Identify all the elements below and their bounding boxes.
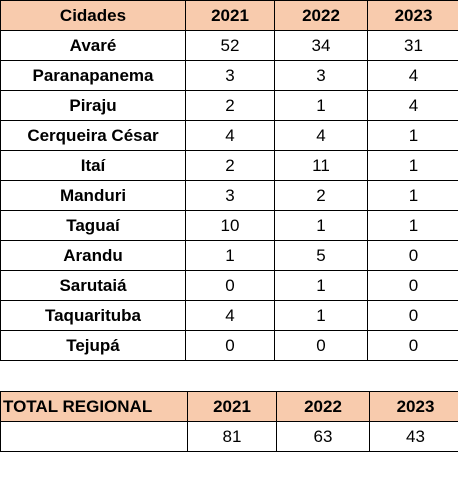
value-2023: 1 [367, 210, 458, 241]
value-2022: 1 [274, 90, 368, 121]
value-2023: 0 [367, 330, 458, 361]
city-name: Taguaí [0, 210, 186, 241]
value-2021: 52 [185, 30, 275, 61]
value-2021: 3 [185, 60, 275, 91]
value-2022: 4 [274, 120, 368, 151]
total-2023: 43 [369, 421, 458, 452]
header-2023: 2023 [369, 391, 458, 422]
value-2021: 1 [185, 240, 275, 271]
value-2021: 0 [185, 270, 275, 301]
table-row: Paranapanema 3 3 4 [0, 60, 458, 91]
city-name: Avaré [0, 30, 186, 61]
city-name: Tejupá [0, 330, 186, 361]
table-row: Arandu 1 5 0 [0, 240, 458, 271]
city-name: Taquarituba [0, 300, 186, 331]
value-2022: 5 [274, 240, 368, 271]
value-2023: 4 [367, 90, 458, 121]
city-name: Sarutaiá [0, 270, 186, 301]
total-label-cell [0, 421, 188, 452]
total-row: 81 63 43 [0, 421, 458, 452]
table-row: Sarutaiá 0 1 0 [0, 270, 458, 301]
total-regional-table: TOTAL REGIONAL 2021 2022 2023 81 63 43 [0, 391, 458, 452]
header-total-regional: TOTAL REGIONAL [0, 391, 188, 422]
value-2021: 2 [185, 150, 275, 181]
header-2021: 2021 [185, 0, 275, 31]
value-2023: 1 [367, 120, 458, 151]
header-2022: 2022 [274, 0, 368, 31]
table-row: Cerqueira César 4 4 1 [0, 120, 458, 151]
header-2022: 2022 [276, 391, 370, 422]
value-2023: 0 [367, 300, 458, 331]
value-2021: 4 [185, 300, 275, 331]
value-2022: 2 [274, 180, 368, 211]
table-row: Avaré 52 34 31 [0, 30, 458, 61]
value-2021: 0 [185, 330, 275, 361]
value-2022: 1 [274, 300, 368, 331]
table-header-row: Cidades 2021 2022 2023 [0, 0, 458, 31]
value-2022: 11 [274, 150, 368, 181]
table-row: Taguaí 10 1 1 [0, 210, 458, 241]
header-2021: 2021 [187, 391, 277, 422]
header-2023: 2023 [367, 0, 458, 31]
value-2023: 4 [367, 60, 458, 91]
table-row: Piraju 2 1 4 [0, 90, 458, 121]
value-2021: 3 [185, 180, 275, 211]
city-name: Manduri [0, 180, 186, 211]
value-2023: 0 [367, 270, 458, 301]
table-row: Manduri 3 2 1 [0, 180, 458, 211]
value-2022: 1 [274, 210, 368, 241]
total-2021: 81 [187, 421, 277, 452]
header-cidades: Cidades [0, 0, 186, 31]
value-2023: 1 [367, 150, 458, 181]
table-row: Itaí 2 11 1 [0, 150, 458, 181]
value-2021: 2 [185, 90, 275, 121]
value-2022: 3 [274, 60, 368, 91]
city-name: Paranapanema [0, 60, 186, 91]
value-2021: 10 [185, 210, 275, 241]
total-header-row: TOTAL REGIONAL 2021 2022 2023 [0, 391, 458, 422]
value-2023: 31 [367, 30, 458, 61]
value-2023: 0 [367, 240, 458, 271]
city-name: Itaí [0, 150, 186, 181]
value-2023: 1 [367, 180, 458, 211]
value-2021: 4 [185, 120, 275, 151]
table-row: Tejupá 0 0 0 [0, 330, 458, 361]
value-2022: 1 [274, 270, 368, 301]
city-name: Arandu [0, 240, 186, 271]
city-name: Cerqueira César [0, 120, 186, 151]
value-2022: 34 [274, 30, 368, 61]
cities-table: Cidades 2021 2022 2023 Avaré 52 34 31 Pa… [0, 0, 458, 361]
table-row: Taquarituba 4 1 0 [0, 300, 458, 331]
value-2022: 0 [274, 330, 368, 361]
total-2022: 63 [276, 421, 370, 452]
city-name: Piraju [0, 90, 186, 121]
